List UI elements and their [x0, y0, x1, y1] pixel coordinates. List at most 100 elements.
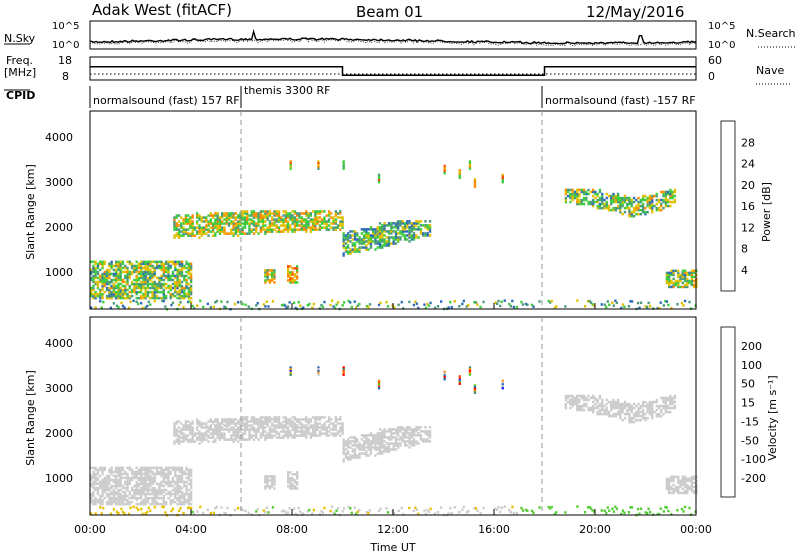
power-cell: [105, 270, 109, 274]
power-cell: [287, 271, 290, 274]
power-cell: [243, 218, 247, 221]
velocity-cell: [140, 474, 143, 478]
power-cell: [112, 264, 115, 268]
power-cell: [266, 273, 269, 276]
velocity-cell: [178, 468, 181, 472]
power-cell: [347, 238, 350, 241]
velocity-cell: [291, 416, 294, 419]
velocity-cell: [406, 430, 409, 433]
power-cell: [266, 212, 269, 215]
power-cell: [273, 271, 276, 274]
power-cell: [103, 278, 106, 282]
power-cell: [167, 272, 170, 276]
velocity-cell: [182, 436, 185, 439]
power-cell: [198, 232, 201, 235]
power-cell: [126, 276, 129, 280]
velocity-cell: [669, 400, 672, 404]
power-cell: [630, 200, 633, 204]
velocity-cell: [642, 410, 645, 414]
velocity-cell: [262, 420, 265, 423]
velocity-cell: [349, 458, 352, 461]
velocity-cell: [142, 476, 145, 480]
power-cell: [184, 222, 187, 225]
velocity-cell: [316, 426, 319, 429]
power-cell: [135, 280, 138, 284]
time-tick: 04:00: [175, 523, 207, 536]
power-cell: [102, 300, 105, 304]
power-cell: [185, 266, 188, 270]
power-cell: [214, 232, 217, 235]
power-cell: [690, 273, 693, 277]
power-cell: [623, 196, 627, 200]
power-cell: [291, 228, 294, 231]
power-cell: [151, 280, 154, 284]
velocity-cell: [665, 477, 668, 481]
velocity-cell: [174, 468, 177, 472]
velocity-cell: [458, 375, 461, 378]
power-cell: [216, 230, 219, 233]
velocity-cell: [214, 428, 217, 431]
velocity-cell: [117, 474, 120, 478]
velocity-cell: [369, 444, 373, 447]
colorbar-tick: -15: [741, 415, 759, 428]
power-cell: [158, 280, 161, 284]
velocity-cell: [223, 418, 226, 421]
power-cell: [155, 264, 159, 268]
velocity-cell: [374, 444, 377, 447]
power-cell: [119, 274, 122, 278]
velocity-cell: [550, 505, 553, 509]
power-cell: [223, 226, 226, 229]
power-cell: [426, 226, 429, 229]
power-echo-field: [90, 160, 698, 311]
power-cell: [221, 216, 224, 219]
velocity-cell: [187, 476, 190, 480]
velocity-cell: [264, 477, 267, 480]
power-cell: [232, 234, 235, 237]
velocity-cell: [180, 470, 184, 474]
velocity-cell: [94, 512, 97, 515]
power-cell: [385, 224, 388, 227]
power-cell: [412, 224, 416, 227]
velocity-cell: [293, 479, 297, 482]
velocity-cell: [218, 432, 222, 435]
velocity-cell: [547, 505, 550, 509]
power-cell: [257, 214, 260, 217]
velocity-cell: [268, 428, 272, 431]
velocity-cell: [668, 479, 671, 483]
velocity-cell: [327, 426, 331, 429]
velocity-cell: [185, 488, 188, 492]
power-cell: [293, 216, 297, 219]
power-cell: [311, 228, 315, 231]
velocity-cell: [394, 428, 398, 431]
velocity-cell: [205, 432, 208, 435]
power-cell: [415, 220, 418, 223]
velocity-cell: [151, 480, 154, 484]
power-cell: [280, 304, 284, 307]
power-cell: [108, 280, 111, 284]
velocity-cell: [92, 472, 95, 476]
power-cell: [128, 274, 131, 278]
power-cell: [178, 268, 181, 272]
power-cell: [334, 218, 337, 221]
power-cell: [369, 236, 373, 239]
power-cell: [144, 280, 147, 284]
velocity-cell: [603, 408, 606, 412]
power-cell: [358, 240, 361, 243]
power-cell: [149, 290, 152, 294]
colorbar-tick: 15: [741, 397, 755, 410]
power-cell: [174, 286, 177, 290]
velocity-cell: [588, 505, 591, 509]
power-cell: [103, 282, 106, 286]
velocity-cell: [259, 436, 262, 439]
power-cell: [117, 264, 120, 268]
power-cell: [142, 286, 145, 290]
power-cell: [153, 288, 156, 292]
velocity-cell: [683, 485, 687, 489]
velocity-cell: [567, 394, 570, 398]
power-cell: [216, 224, 219, 227]
power-cell: [468, 162, 472, 165]
velocity-cell: [639, 414, 642, 418]
velocity-cell: [142, 478, 145, 482]
power-cell: [672, 277, 675, 281]
power-cell: [394, 234, 398, 237]
